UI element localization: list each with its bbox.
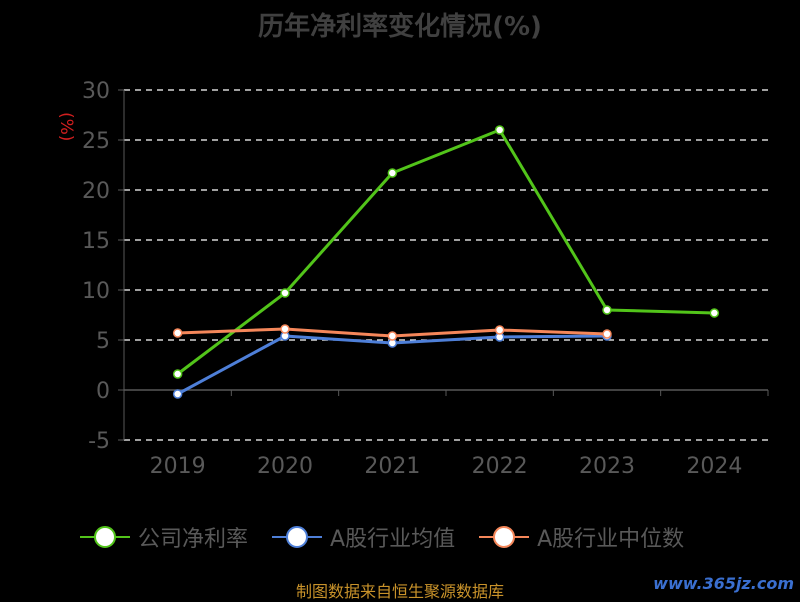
- series-3: [172, 324, 612, 341]
- gridlines: [124, 89, 768, 441]
- y-axis-unit-label: (%): [56, 112, 76, 142]
- series-line: [176, 128, 715, 376]
- legend-swatch: [479, 526, 530, 548]
- legend-swatch: [272, 526, 323, 548]
- data-point: [280, 288, 290, 298]
- data-point: [602, 305, 612, 315]
- y-tick-label: 30: [82, 79, 110, 104]
- series-lines: [172, 125, 720, 399]
- y-tick-label: 25: [82, 129, 110, 154]
- y-axis: 30 25 20 15 10 5 0 -5: [82, 79, 125, 454]
- x-tick-label: 2019: [150, 454, 206, 479]
- x-tick-label: 2021: [364, 454, 420, 479]
- data-point: [172, 328, 183, 338]
- data-point: [709, 308, 720, 318]
- legend-item[interactable]: A股行业均值: [272, 521, 455, 553]
- x-tick-label: 2020: [257, 454, 313, 479]
- x-tick-label: 2023: [579, 454, 635, 479]
- data-point: [387, 168, 398, 178]
- legend-swatch-marker: [286, 526, 309, 548]
- data-point: [494, 125, 505, 135]
- legend-swatch: [80, 526, 130, 548]
- y-tick-label: 5: [96, 329, 110, 354]
- y-tick-label: 0: [96, 379, 110, 404]
- x-axis: 2019 2020 2021 2022 2023 2024: [123, 389, 769, 479]
- y-tick-label: -5: [88, 429, 110, 454]
- data-point: [494, 325, 505, 335]
- data-point: [172, 389, 183, 399]
- legend-label: 公司净利率: [138, 527, 249, 552]
- data-point: [602, 329, 612, 339]
- watermark: www.365jz.com: [653, 574, 794, 593]
- source-note: 制图数据来自恒生聚源数据库: [295, 582, 504, 601]
- x-tick-label: 2022: [472, 454, 528, 479]
- legend: 公司净利率 A股行业均值 A股行业中位数: [80, 520, 684, 554]
- data-point: [172, 369, 183, 379]
- data-point: [280, 324, 290, 334]
- x-tick-label: 2024: [686, 454, 742, 479]
- legend-swatch-marker: [493, 526, 516, 548]
- series-1: [172, 125, 720, 379]
- y-tick-label: 15: [82, 229, 110, 254]
- legend-item[interactable]: A股行业中位数: [479, 521, 684, 553]
- chart-title: 历年净利率变化情况(%): [258, 12, 542, 42]
- series-2: [172, 331, 612, 399]
- y-tick-label: 20: [82, 179, 110, 204]
- legend-item[interactable]: 公司净利率: [80, 521, 248, 553]
- legend-label: A股行业均值: [330, 527, 456, 552]
- data-point: [387, 331, 398, 341]
- y-tick-label: 10: [82, 279, 110, 304]
- legend-label: A股行业中位数: [537, 527, 685, 552]
- legend-swatch-marker: [94, 526, 116, 548]
